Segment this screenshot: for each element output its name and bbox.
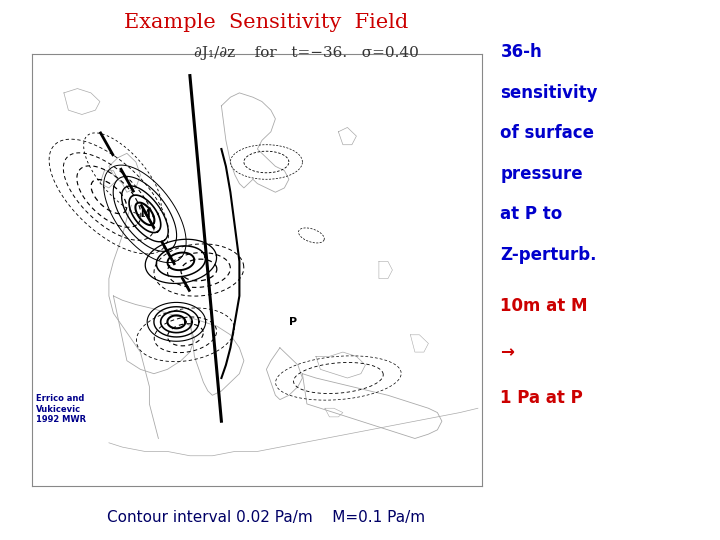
Text: of surface: of surface xyxy=(500,124,595,142)
Text: ∂J₁/∂z    for   t=−36.   σ=0.40: ∂J₁/∂z for t=−36. σ=0.40 xyxy=(194,46,419,60)
Text: 1 Pa at P: 1 Pa at P xyxy=(500,389,583,407)
Text: 10m at M: 10m at M xyxy=(500,297,588,315)
Text: 36-h: 36-h xyxy=(500,43,542,61)
Text: Z-perturb.: Z-perturb. xyxy=(500,246,597,264)
Text: P: P xyxy=(289,317,297,327)
Text: pressure: pressure xyxy=(500,165,583,183)
Text: Contour interval 0.02 Pa/m    M=0.1 Pa/m: Contour interval 0.02 Pa/m M=0.1 Pa/m xyxy=(107,510,426,525)
Text: Errico and
Vukicevic
1992 MWR: Errico and Vukicevic 1992 MWR xyxy=(36,394,86,424)
Text: M: M xyxy=(140,209,150,219)
Text: sensitivity: sensitivity xyxy=(500,84,598,102)
Text: Example  Sensitivity  Field: Example Sensitivity Field xyxy=(125,14,408,32)
Text: →: → xyxy=(500,343,514,361)
Text: at P to: at P to xyxy=(500,205,562,223)
